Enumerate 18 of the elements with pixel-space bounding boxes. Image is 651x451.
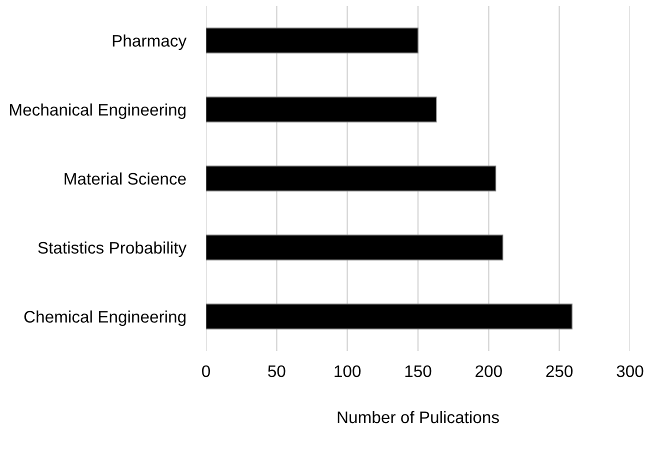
y-tick-label: Chemical Engineering	[24, 310, 186, 326]
bar	[206, 304, 572, 330]
x-tick-label: 250	[546, 365, 573, 378]
x-tick-label: 300	[616, 365, 644, 378]
bar	[206, 28, 418, 54]
bar	[206, 166, 496, 192]
bar	[206, 234, 504, 260]
bar	[206, 96, 437, 122]
x-axis-title: Number of Pulications	[338, 410, 499, 424]
x-tick-label: 150	[405, 365, 432, 378]
y-tick-label: Statistics Probability	[38, 241, 187, 257]
x-tick-label: 100	[334, 365, 361, 378]
x-tick-label: 200	[476, 365, 502, 378]
y-tick-label: Pharmacy	[112, 34, 187, 50]
x-tick-label: 50	[268, 365, 286, 378]
y-tick-label: Mechanical Engineering	[10, 103, 186, 119]
x-tick-label: 0	[202, 365, 210, 378]
y-tick-label: Material Science	[64, 172, 186, 185]
